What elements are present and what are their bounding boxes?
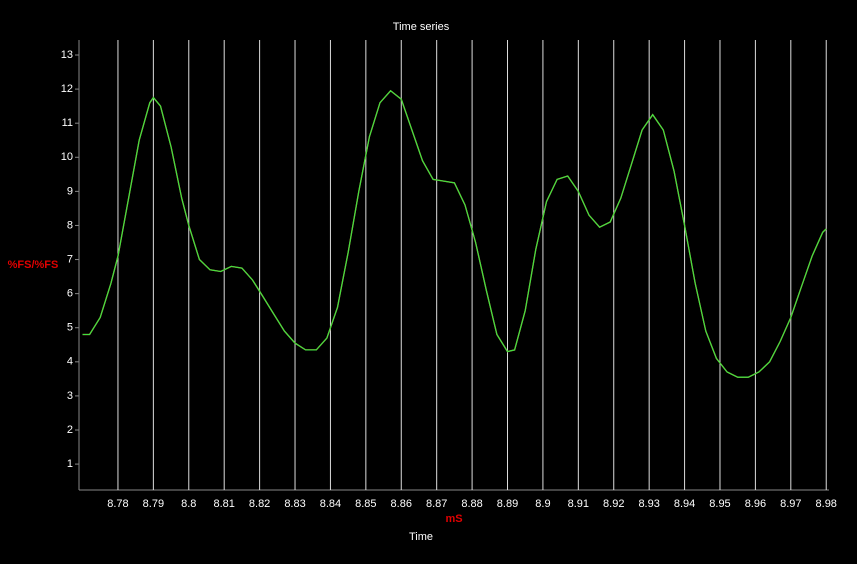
- x-axis-unit: mS: [445, 513, 462, 525]
- x-tick-label: 8.9: [535, 498, 550, 510]
- y-axis-label: %FS/%FS: [8, 259, 59, 271]
- x-tick-label: 8.97: [780, 498, 801, 510]
- x-tick-label: 8.79: [143, 498, 164, 510]
- x-tick-label: 8.95: [709, 498, 730, 510]
- y-tick-label: 7: [67, 253, 73, 265]
- y-tick-label: 12: [61, 83, 73, 95]
- y-tick-label: 9: [67, 185, 73, 197]
- y-tick-label: 2: [67, 424, 73, 436]
- x-tick-label: 8.91: [568, 498, 589, 510]
- series-line: [82, 89, 827, 378]
- x-axis-label: Time: [409, 531, 433, 543]
- y-tick-label: 10: [61, 151, 73, 163]
- y-tick-label: 13: [61, 49, 73, 61]
- x-tick-label: 8.87: [426, 498, 447, 510]
- chart-title: Time series: [393, 21, 450, 33]
- x-tick-label: 8.8: [181, 498, 196, 510]
- y-tick-label: 5: [67, 322, 73, 334]
- y-tick-label: 1: [67, 458, 73, 470]
- x-tick-label: 8.86: [391, 498, 412, 510]
- x-tick-label: 8.96: [745, 498, 766, 510]
- x-tick-label: 8.98: [816, 498, 837, 510]
- x-tick-label: 8.84: [320, 498, 341, 510]
- x-tick-label: 8.83: [284, 498, 305, 510]
- x-tick-label: 8.81: [213, 498, 234, 510]
- y-tick-label: 6: [67, 288, 73, 300]
- y-tick-label: 11: [62, 117, 73, 129]
- x-tick-label: 8.78: [107, 498, 128, 510]
- x-tick-label: 8.85: [355, 498, 376, 510]
- x-tick-label: 8.94: [674, 498, 695, 510]
- y-tick-label: 8: [67, 219, 73, 231]
- x-tick-label: 8.89: [497, 498, 518, 510]
- x-tick-label: 8.88: [461, 498, 482, 510]
- x-tick-label: 8.82: [249, 498, 270, 510]
- y-tick-label: 3: [67, 390, 73, 402]
- x-tick-label: 8.92: [603, 498, 624, 510]
- x-tick-label: 8.93: [638, 498, 659, 510]
- series-line: [82, 89, 827, 378]
- y-tick-label: 4: [67, 356, 73, 368]
